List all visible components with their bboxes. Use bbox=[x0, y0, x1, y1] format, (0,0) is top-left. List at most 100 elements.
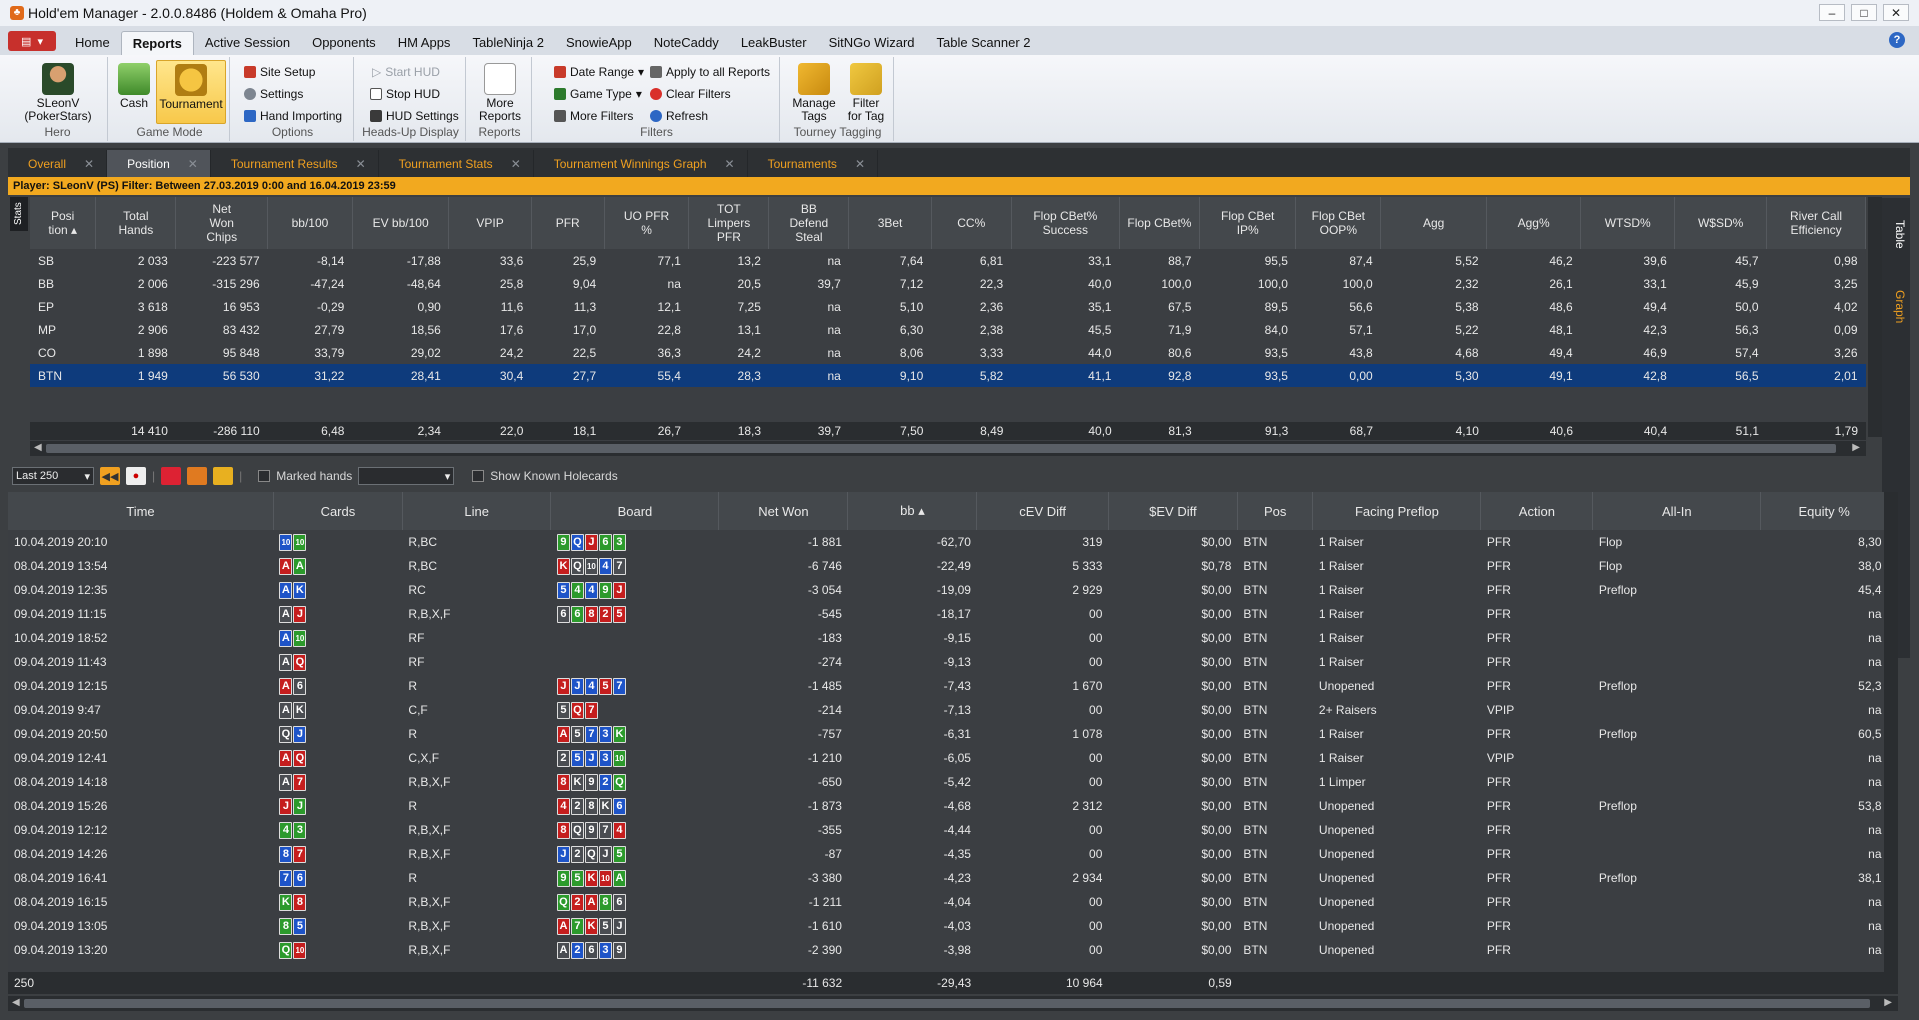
application-menu-button[interactable]: ▤ ▾ bbox=[8, 31, 56, 51]
hand-row[interactable]: 09.04.2019 13:20 Q 10 R,B,X,F A 2 6 3 9 -2 390 -3,… bbox=[8, 938, 1888, 962]
more-filters-button[interactable]: More Filters bbox=[554, 107, 633, 125]
hand-row[interactable]: 08.04.2019 14:26 8 7 R,B,X,F J 2 Q J 5 -87 -4,35 00… bbox=[8, 842, 1888, 866]
hud-settings-button[interactable]: HUD Settings bbox=[370, 107, 459, 125]
report-tab-tournament-stats[interactable]: Tournament Stats ✕ bbox=[379, 150, 534, 177]
menu-tab-active-session[interactable]: Active Session bbox=[204, 35, 291, 50]
close-tab-icon[interactable]: ✕ bbox=[187, 156, 198, 171]
menu-tab-sitngo-wizard[interactable]: SitNGo Wizard bbox=[828, 35, 915, 50]
close-window-button[interactable]: ✕ bbox=[1883, 4, 1909, 21]
close-tab-icon[interactable]: ✕ bbox=[84, 156, 95, 171]
scroll-right-icon[interactable]: ▶ bbox=[1852, 442, 1860, 453]
scroll-right-icon[interactable]: ▶ bbox=[1884, 997, 1892, 1008]
hands-column-header-cards[interactable]: Cards bbox=[273, 492, 403, 530]
stats-row-mp[interactable]: MP 2 906 83 432 27,79 18,56 17,6 17,0 22,8 13,1 n… bbox=[30, 318, 1866, 341]
stats-column-header[interactable]: CC% bbox=[931, 197, 1012, 249]
hands-column-header-bb[interactable]: bb ▴ bbox=[847, 492, 978, 530]
menu-tab-leakbuster[interactable]: LeakBuster bbox=[740, 35, 807, 50]
stats-column-header[interactable]: Flop CBet% Success bbox=[1011, 197, 1120, 249]
hands-column-header-cev-diff[interactable]: cEV Diff bbox=[976, 492, 1109, 530]
close-tab-icon[interactable]: ✕ bbox=[724, 156, 735, 171]
cash-mode-button[interactable]: Cash bbox=[114, 60, 154, 110]
menu-tab-reports[interactable]: Reports bbox=[120, 31, 194, 55]
marked-hands-select[interactable]: ▾ bbox=[358, 467, 455, 485]
replayer-icon[interactable]: ● bbox=[126, 467, 146, 485]
hand-row[interactable]: 08.04.2019 16:41 7 6 R 9 5 K 10 A -3 380 -4,23 2 93… bbox=[8, 866, 1888, 890]
stats-column-header[interactable]: River Call Efficiency bbox=[1766, 197, 1866, 249]
refresh-button[interactable]: Refresh bbox=[650, 107, 708, 125]
hand-importing-button[interactable]: Hand Importing bbox=[244, 107, 342, 125]
start-hud-button[interactable]: ▷ Start HUD bbox=[372, 63, 440, 81]
report-tab-tournaments[interactable]: Tournaments ✕ bbox=[748, 150, 878, 177]
apply-all-reports-button[interactable]: Apply to all Reports bbox=[650, 63, 770, 81]
scroll-left-icon[interactable]: ◀ bbox=[12, 997, 20, 1008]
hand-row[interactable]: 08.04.2019 15:26 J J R 4 2 8 K 6 -1 873 -4,68 2 312… bbox=[8, 794, 1888, 818]
maximize-button[interactable]: □ bbox=[1851, 4, 1877, 21]
hand-row[interactable]: 09.04.2019 9:47 A K C,F 5 Q 7 -214 -7,13 00 $0,00 B… bbox=[8, 698, 1888, 722]
stats-column-header[interactable]: WTSD% bbox=[1580, 197, 1676, 249]
graph-view-tab[interactable]: Graph bbox=[1893, 290, 1907, 324]
stats-column-header[interactable]: Net Won Chips bbox=[175, 197, 269, 249]
report-tab-overall[interactable]: Overall ✕ bbox=[8, 150, 108, 177]
menu-tab-opponents[interactable]: Opponents bbox=[312, 35, 376, 50]
hands-column-header-net-won[interactable]: Net Won bbox=[718, 492, 849, 530]
hand-row[interactable]: 09.04.2019 20:50 Q J R A 5 7 3 K -757 -6,31 1 078 $0… bbox=[8, 722, 1888, 746]
scroll-left-icon[interactable]: ◀ bbox=[34, 442, 42, 453]
game-type-button[interactable]: Game Type ▾ bbox=[554, 85, 642, 103]
tournament-mode-button[interactable]: Tournament bbox=[156, 60, 226, 124]
stats-row-ep[interactable]: EP 3 618 16 953 -0,29 0,90 11,6 11,3 12,1 7,25 na… bbox=[30, 295, 1866, 318]
hands-column-header-ev-diff[interactable]: $EV Diff bbox=[1108, 492, 1238, 530]
report-tab-tournament-results[interactable]: Tournament Results ✕ bbox=[211, 150, 379, 177]
date-range-button[interactable]: Date Range ▾ bbox=[554, 63, 644, 81]
menu-tab-hm-apps[interactable]: HM Apps bbox=[397, 35, 451, 50]
stats-column-header[interactable]: Posi tion ▴ bbox=[30, 197, 97, 249]
hand-row[interactable]: 08.04.2019 14:18 A 7 R,B,X,F 8 K 9 2 Q -650 -5,42 0… bbox=[8, 770, 1888, 794]
hand-row[interactable]: 10.04.2019 18:52 A 10 RF -183 -9,15 00 $0,00 BTN… bbox=[8, 626, 1888, 650]
stats-column-header[interactable]: Agg% bbox=[1486, 197, 1582, 249]
filter-for-tag-button[interactable]: Filter for Tag bbox=[842, 60, 890, 123]
stats-row-co[interactable]: CO 1 898 95 848 33,79 29,02 24,2 22,5 36,3 24,2 n… bbox=[30, 341, 1866, 364]
hands-horizontal-scrollbar[interactable]: ◀ ▶ bbox=[8, 996, 1898, 1011]
help-icon[interactable]: ? bbox=[1889, 32, 1905, 48]
close-tab-icon[interactable]: ✕ bbox=[355, 156, 366, 171]
manage-tags-button[interactable]: Manage Tags bbox=[790, 60, 838, 123]
show-known-holecards-checkbox[interactable] bbox=[472, 470, 485, 482]
hand-row[interactable]: 09.04.2019 12:15 A 6 R J J 4 5 7 -1 485 -7,43 1 670… bbox=[8, 674, 1888, 698]
stop-hud-button[interactable]: Stop HUD bbox=[370, 85, 440, 103]
table-view-tab[interactable]: Table bbox=[1893, 220, 1907, 249]
stats-column-header[interactable]: PFR bbox=[531, 197, 605, 249]
stats-row-bb[interactable]: BB 2 006 -315 296 -47,24 -48,64 25,8 9,04 na 20,… bbox=[30, 272, 1866, 295]
stats-column-header[interactable]: Total Hands bbox=[95, 197, 177, 249]
clear-filters-button[interactable]: Clear Filters bbox=[650, 85, 731, 103]
site-setup-button[interactable]: Site Setup bbox=[244, 63, 315, 81]
hand-row[interactable]: 09.04.2019 13:05 8 5 R,B,X,F A 7 K 5 J -1 610 -4,0… bbox=[8, 914, 1888, 938]
hand-row[interactable]: 08.04.2019 16:15 K 8 R,B,X,F Q 2 A 8 6 -1 211 -4,0… bbox=[8, 890, 1888, 914]
hands-column-header-all-in[interactable]: All-In bbox=[1592, 492, 1762, 530]
stats-column-header[interactable]: bb/100 bbox=[267, 197, 353, 249]
rewind-icon[interactable]: ◀◀ bbox=[100, 467, 120, 485]
minimize-button[interactable]: – bbox=[1819, 4, 1845, 21]
stats-column-header[interactable]: Agg bbox=[1380, 197, 1488, 249]
hand-row[interactable]: 09.04.2019 11:43 A Q RF -274 -9,13 00 $0,00 BTN 1… bbox=[8, 650, 1888, 674]
hand-row[interactable]: 08.04.2019 13:54 A A R,BC K Q 10 4 7 -6 746 -22,49… bbox=[8, 554, 1888, 578]
stats-column-header[interactable]: TOT Limpers PFR bbox=[688, 197, 770, 249]
stats-side-tab[interactable]: Stats bbox=[10, 197, 28, 231]
menu-tab-notecaddy[interactable]: NoteCaddy bbox=[653, 35, 719, 50]
scroll-thumb[interactable] bbox=[24, 999, 1870, 1008]
stats-vertical-scrollbar[interactable] bbox=[1868, 197, 1882, 437]
hand-row[interactable]: 09.04.2019 12:41 A Q C,X,F 2 5 J 3 10 -1 210 -6,05… bbox=[8, 746, 1888, 770]
stats-row-btn[interactable]: BTN 1 949 56 530 31,22 28,41 30,4 27,7 55,4 28,3… bbox=[30, 364, 1866, 387]
menu-tab-tableninja-2[interactable]: TableNinja 2 bbox=[472, 35, 544, 50]
hand-row[interactable]: 10.04.2019 20:10 10 10 R,BC 9 Q J 6 3 -1 881 -62,7… bbox=[8, 530, 1888, 554]
stats-column-header[interactable]: UO PFR% bbox=[604, 197, 690, 249]
hands-column-header-facing-preflop[interactable]: Facing Preflop bbox=[1312, 492, 1482, 530]
more-reports-button[interactable]: More Reports bbox=[474, 60, 526, 123]
hands-column-header-board[interactable]: Board bbox=[550, 492, 720, 530]
stats-column-header[interactable]: 3Bet bbox=[848, 197, 932, 249]
hand-row[interactable]: 09.04.2019 12:12 4 3 R,B,X,F 8 Q 9 7 4 -355 -4,44 0… bbox=[8, 818, 1888, 842]
hands-column-header-line[interactable]: Line bbox=[402, 492, 552, 530]
hands-vertical-scrollbar[interactable] bbox=[1884, 492, 1898, 972]
hand-row[interactable]: 09.04.2019 11:15 A J R,B,X,F 6 6 8 2 5 -545 -18,17… bbox=[8, 602, 1888, 626]
report-tab-position[interactable]: Position ✕ bbox=[107, 150, 211, 177]
report-tab-tournament-winnings-graph[interactable]: Tournament Winnings Graph ✕ bbox=[534, 150, 748, 177]
marked-hands-checkbox[interactable] bbox=[258, 470, 271, 482]
